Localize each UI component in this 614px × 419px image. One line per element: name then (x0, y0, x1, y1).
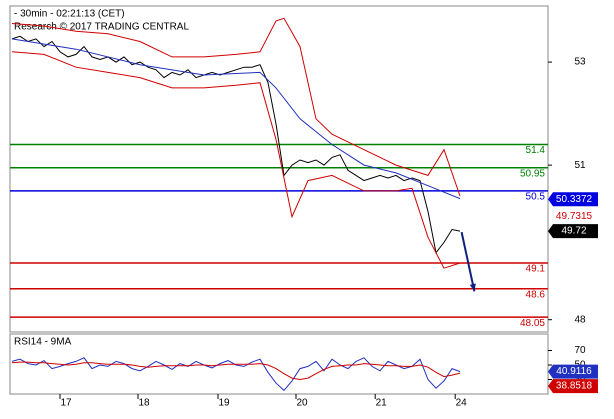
level-label: 51.4 (526, 145, 546, 156)
price-tag-label: 40.9116 (556, 366, 592, 377)
level-label: 50.5 (526, 192, 546, 203)
level-label: 48.05 (520, 318, 545, 329)
price-tag (548, 379, 598, 394)
price-tag (548, 224, 598, 239)
y-tick-label: 48 (574, 314, 586, 325)
x-tick-label: 18 (138, 398, 150, 409)
series-line (11, 38, 461, 200)
timeframe: - 30min - 02:21:13 (CET) (14, 9, 125, 20)
price-tag-label: 38.8518 (556, 381, 593, 392)
level-label: 49.1 (526, 264, 546, 275)
price-tag (548, 364, 598, 379)
main-panel (9, 5, 549, 333)
series-line (11, 51, 461, 269)
x-tick-label: 20 (296, 398, 308, 409)
y-tick-label: 51 (574, 160, 586, 171)
x-tick-label: 24 (456, 398, 468, 409)
x-tick-label: 21 (376, 398, 388, 409)
level-label: 50.95 (520, 168, 545, 179)
x-tick-label: 19 (218, 398, 230, 409)
level-label: 48.6 (526, 289, 546, 300)
source: Research © 2017 TRADING CENTRAL (14, 22, 189, 33)
series-line (11, 35, 461, 254)
price-tag-label: 49.7315 (556, 211, 593, 222)
price-tag-label: 50.3372 (556, 194, 593, 205)
rsi-title: RSI14 - 9MA (14, 337, 72, 348)
price-tag-label: 49.72 (561, 226, 586, 237)
arrow (460, 231, 476, 292)
series-line (11, 17, 461, 197)
rsi-panel (9, 333, 549, 395)
y-tick-label: 70 (574, 345, 586, 356)
x-tick-label: 17 (60, 398, 72, 409)
price-tag (548, 192, 598, 207)
y-tick-label: 53 (574, 57, 586, 68)
series-line (11, 361, 461, 381)
arrow-head (469, 283, 476, 292)
series-line (11, 357, 461, 392)
